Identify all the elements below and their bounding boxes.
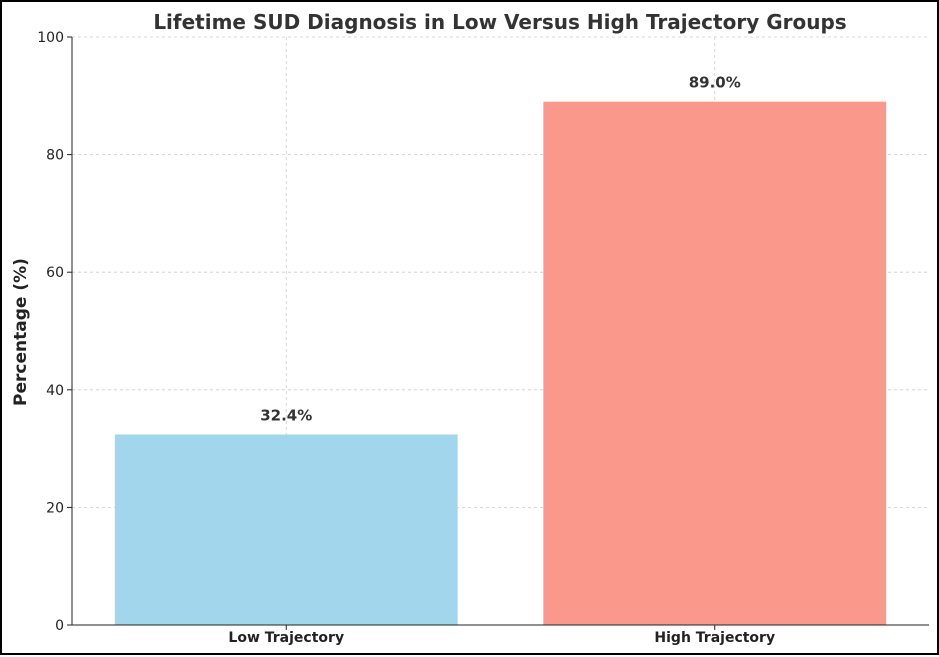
chart-title: Lifetime SUD Diagnosis in Low Versus Hig… xyxy=(153,10,846,34)
bar-data-label: 89.0% xyxy=(689,74,741,92)
y-tick-label: 80 xyxy=(46,148,64,164)
bar-low-trajectory xyxy=(114,434,458,625)
y-tick-label: 0 xyxy=(55,618,64,634)
axis-layer: 0 20 40 60 80 100 Low Trajectory High Trajector… xyxy=(37,30,929,646)
y-tick-label: 100 xyxy=(37,30,64,46)
y-tick-label: 60 xyxy=(46,265,64,281)
y-tick-label: 40 xyxy=(46,383,64,399)
bar-layer: 32.4% 89.0% xyxy=(114,74,887,626)
x-tick-label: Low Trajectory xyxy=(228,630,344,646)
y-axis-label: Percentage (%) xyxy=(11,258,31,406)
x-tick-label: High Trajectory xyxy=(654,630,775,646)
bar-data-label: 32.4% xyxy=(260,406,312,424)
y-tick-label: 20 xyxy=(46,500,64,516)
bar-high-trajectory xyxy=(543,101,887,626)
